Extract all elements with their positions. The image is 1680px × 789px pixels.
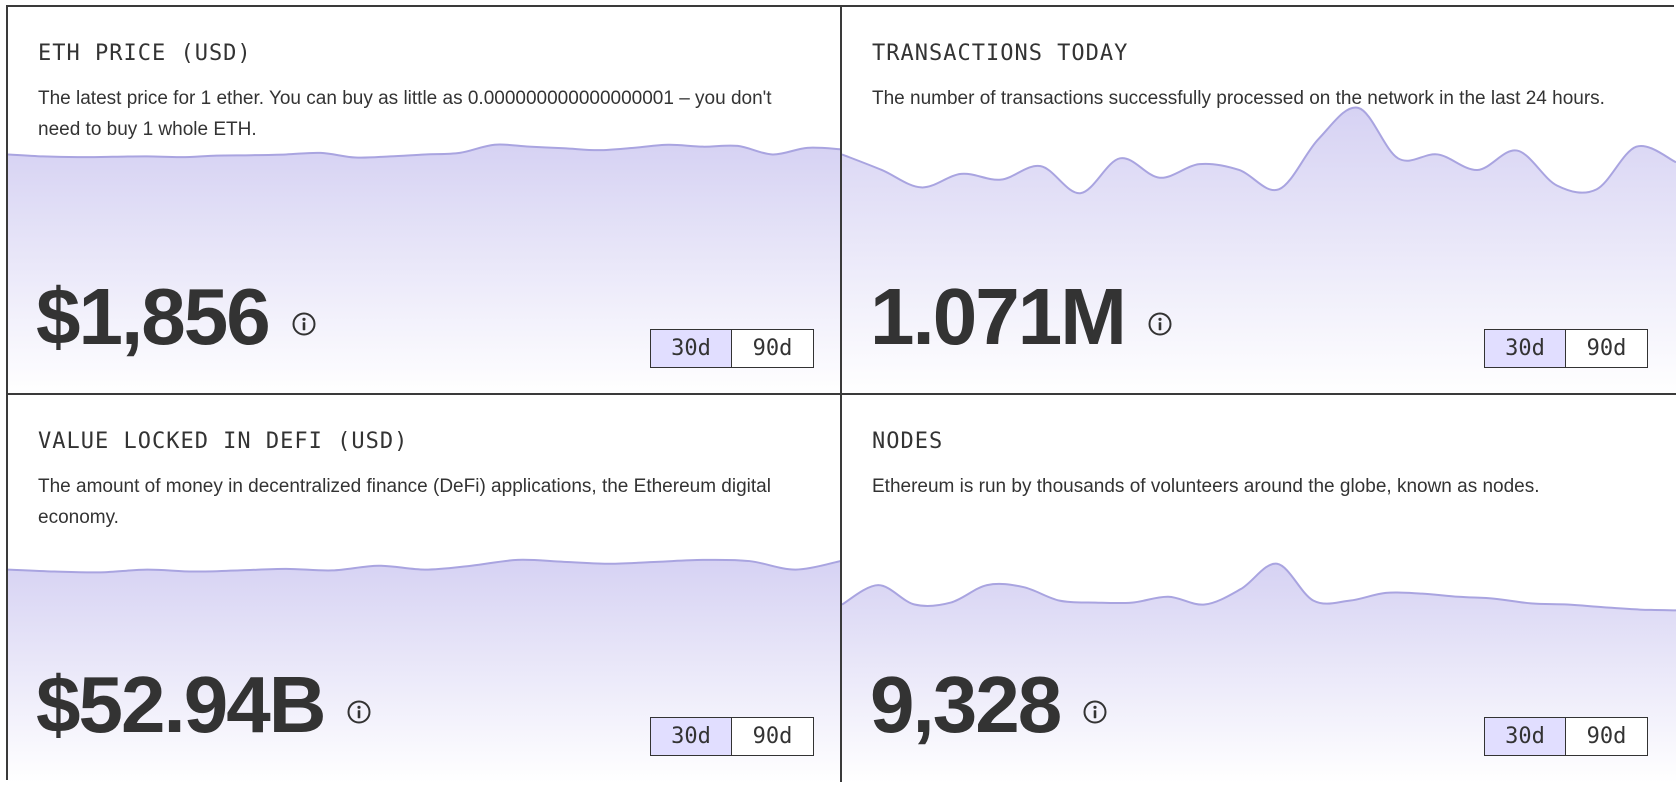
chart-line [8, 143, 840, 159]
range-toggle: 30d 90d [1484, 717, 1648, 756]
defi-chart [8, 558, 840, 782]
chart-line [842, 562, 1676, 612]
range-toggle: 30d 90d [1484, 329, 1648, 368]
chart-line [842, 106, 1676, 195]
card-description: The amount of money in decentralized fin… [38, 476, 771, 528]
nodes-card: NODES Ethereum is run by thousands of vo… [842, 395, 1676, 782]
stat-value: 1.071M [870, 272, 1127, 361]
range-toggle: 30d 90d [650, 329, 814, 368]
card-title: NODES [872, 429, 944, 454]
range-button-90d[interactable]: 90d [1566, 717, 1648, 756]
nodes-chart [842, 562, 1676, 782]
transactions-chart [842, 106, 1676, 393]
chart-area [842, 107, 1676, 393]
range-button-90d[interactable]: 90d [1566, 329, 1648, 368]
card-description: Ethereum is run by thousands of voluntee… [872, 476, 1540, 497]
value-row: 9,328 [870, 663, 1108, 747]
chart-area [8, 559, 840, 782]
chart-area [8, 144, 840, 393]
value-locked-defi-card: VALUE LOCKED IN DEFI (USD) The amount of… [8, 395, 842, 782]
info-icon[interactable] [1082, 699, 1108, 725]
eth-price-card: ETH PRICE (USD) The latest price for 1 e… [8, 7, 842, 395]
range-button-30d[interactable]: 30d [650, 717, 732, 756]
transactions-today-card: TRANSACTIONS TODAY The number of transac… [842, 7, 1676, 395]
eth-price-chart [8, 143, 840, 393]
chart-line [8, 558, 840, 574]
range-button-30d[interactable]: 30d [1484, 717, 1566, 756]
range-button-90d[interactable]: 90d [732, 717, 814, 756]
range-toggle: 30d 90d [650, 717, 814, 756]
range-button-30d[interactable]: 30d [1484, 329, 1566, 368]
info-icon[interactable] [291, 311, 317, 337]
range-button-90d[interactable]: 90d [732, 329, 814, 368]
info-icon[interactable] [346, 699, 372, 725]
card-title: VALUE LOCKED IN DEFI (USD) [38, 429, 409, 454]
stat-value: $52.94B [36, 660, 326, 749]
value-row: $52.94B [36, 663, 372, 747]
stat-value: $1,856 [36, 272, 271, 361]
range-button-30d[interactable]: 30d [650, 329, 732, 368]
stat-value: 9,328 [870, 660, 1062, 749]
value-row: $1,856 [36, 275, 317, 359]
chart-area [842, 563, 1676, 782]
card-title: TRANSACTIONS TODAY [872, 41, 1129, 66]
network-stats-grid: ETH PRICE (USD) The latest price for 1 e… [6, 5, 1676, 782]
card-title: ETH PRICE (USD) [38, 41, 252, 66]
card-description: The latest price for 1 ether. You can bu… [38, 88, 772, 140]
value-row: 1.071M [870, 275, 1173, 359]
info-icon[interactable] [1147, 311, 1173, 337]
card-description: The number of transactions successfully … [872, 88, 1605, 109]
